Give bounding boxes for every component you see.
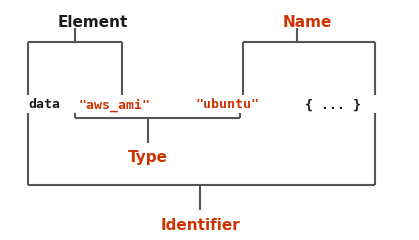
Text: Identifier: Identifier [160, 218, 240, 233]
Text: "aws_ami": "aws_ami" [78, 98, 150, 112]
Text: Name: Name [283, 15, 332, 30]
Text: Element: Element [58, 15, 128, 30]
Text: "ubuntu": "ubuntu" [195, 98, 259, 112]
Text: Type: Type [128, 150, 168, 165]
Text: data: data [28, 98, 60, 112]
Text: { ... }: { ... } [305, 98, 361, 112]
